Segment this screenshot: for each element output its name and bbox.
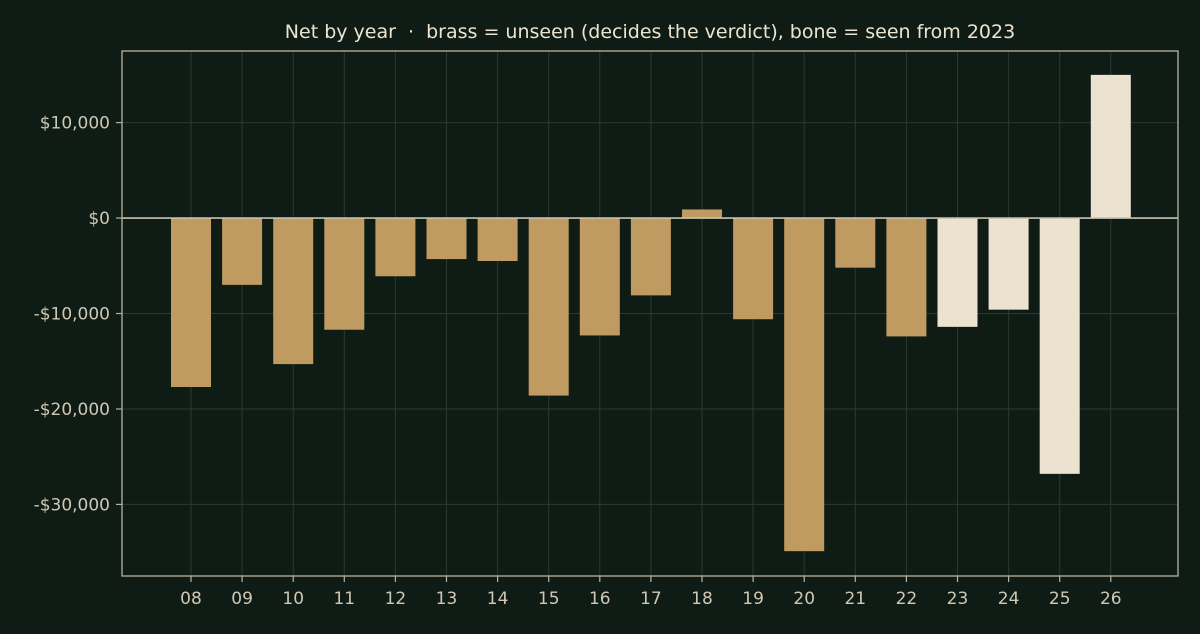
- x-tick-label: 15: [538, 589, 560, 609]
- bars: [171, 74, 1131, 552]
- y-tick-label: -$10,000: [34, 305, 110, 325]
- bar-13: [426, 218, 467, 260]
- x-tick-label: 24: [998, 589, 1020, 609]
- x-tick-label: 25: [1049, 589, 1071, 609]
- bar-14: [477, 218, 518, 261]
- bar-16: [579, 218, 620, 336]
- bar-23: [937, 218, 978, 327]
- x-tick-label: 17: [640, 589, 662, 609]
- bar-12: [375, 218, 416, 277]
- x-tick-label: 10: [282, 589, 304, 609]
- bar-25: [1039, 218, 1080, 474]
- bar-09: [222, 218, 263, 285]
- x-tick-label: 16: [589, 589, 611, 609]
- x-tick-label: 13: [436, 589, 458, 609]
- x-tick-label: 23: [947, 589, 969, 609]
- x-tick-label: 09: [231, 589, 253, 609]
- bar-20: [784, 218, 825, 552]
- x-tick-label: 18: [691, 589, 713, 609]
- bar-19: [733, 218, 774, 320]
- bar-11: [324, 218, 365, 330]
- y-tick-label: $0: [88, 209, 110, 229]
- bar-10: [273, 218, 314, 365]
- bar-18: [682, 209, 722, 219]
- x-tick-label: 11: [333, 589, 355, 609]
- x-tick-label: 20: [793, 589, 815, 609]
- x-tick-label: 26: [1100, 589, 1122, 609]
- bar-08: [171, 218, 211, 387]
- bar-22: [886, 218, 927, 337]
- x-tick-label: 12: [385, 589, 407, 609]
- x-tick-label: 21: [844, 589, 866, 609]
- y-tick-label: -$20,000: [34, 400, 110, 420]
- x-axis-ticks: 08 09 10 11 12 13 14 15 16 17 18 19 20 21 22 23 24 25 26: [180, 576, 1122, 609]
- bar-21: [835, 218, 876, 268]
- x-tick-label: 08: [180, 589, 202, 609]
- bar-17: [630, 218, 671, 296]
- y-tick-label: -$30,000: [34, 495, 110, 515]
- bar-15: [528, 218, 569, 396]
- y-axis-ticks: $10,000 $0 -$10,000 -$20,000 -$30,000: [34, 114, 122, 515]
- chart-title: Net by year · brass = unseen (decides th…: [285, 21, 1015, 43]
- x-tick-label: 14: [487, 589, 509, 609]
- x-tick-label: 22: [896, 589, 918, 609]
- bar-24: [988, 218, 1029, 310]
- x-tick-label: 19: [742, 589, 764, 609]
- y-tick-label: $10,000: [40, 114, 110, 134]
- bar-26: [1090, 74, 1131, 219]
